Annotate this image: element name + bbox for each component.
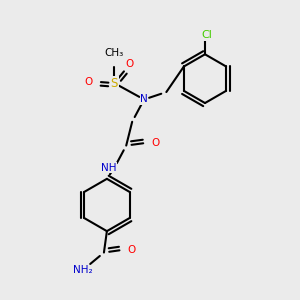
Text: O: O bbox=[125, 59, 133, 69]
Text: O: O bbox=[151, 138, 159, 148]
Text: S: S bbox=[111, 76, 118, 90]
Text: NH₂: NH₂ bbox=[73, 266, 93, 275]
Text: CH₃: CH₃ bbox=[105, 48, 124, 59]
Text: Cl: Cl bbox=[201, 30, 212, 40]
Text: NH: NH bbox=[100, 163, 116, 173]
Text: O: O bbox=[127, 244, 135, 255]
Text: O: O bbox=[84, 76, 93, 87]
Text: N: N bbox=[140, 94, 148, 104]
